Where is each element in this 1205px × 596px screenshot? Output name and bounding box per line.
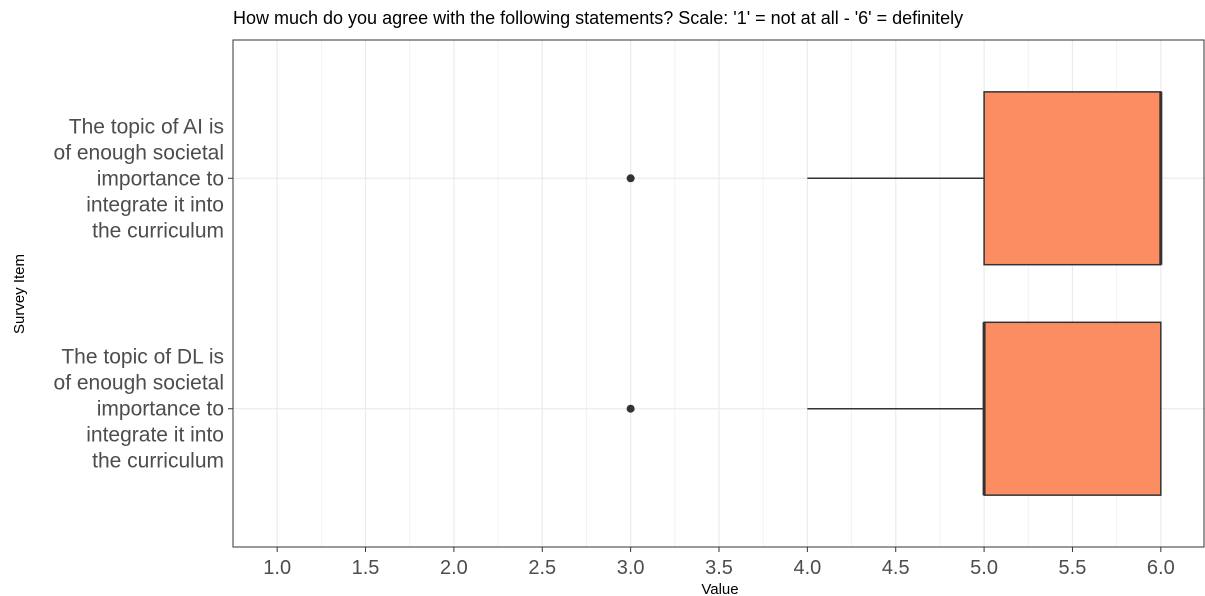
y-tick-label: the curriculum <box>92 450 224 473</box>
y-tick-label: the curriculum <box>92 219 224 242</box>
x-tick-label: 5.5 <box>1059 557 1087 579</box>
x-tick-label: 6.0 <box>1147 557 1175 579</box>
y-tick-label: importance to <box>97 398 224 421</box>
x-tick-label: 2.5 <box>528 557 556 579</box>
chart-title: How much do you agree with the following… <box>233 8 963 28</box>
x-tick-label: 3.0 <box>617 557 645 579</box>
y-tick-label: integrate it into <box>86 193 224 216</box>
y-tick-label: of enough societal <box>54 372 224 395</box>
y-tick-label: integrate it into <box>86 424 224 447</box>
x-tick-label: 4.5 <box>882 557 910 579</box>
x-tick-label: 1.5 <box>352 557 380 579</box>
boxes <box>626 91 1163 496</box>
y-axis: The topic of DL is of enough societal impo… <box>54 115 233 473</box>
y-tick-label: The topic of AI is <box>69 115 224 138</box>
outlier-point <box>626 174 635 183</box>
box <box>983 321 1162 496</box>
x-tick-label: 5.0 <box>970 557 998 579</box>
y-tick-label: The topic of DL is <box>61 346 224 369</box>
x-tick-label: 1.0 <box>263 557 291 579</box>
y-axis-title: Survey Item <box>11 254 28 334</box>
y-tick-label: importance to <box>97 167 224 190</box>
y-tick-label: of enough societal <box>54 141 224 164</box>
x-tick-label: 4.0 <box>793 557 821 579</box>
x-axis: 1.0 1.5 2.0 2.5 3.0 3.5 4.0 4.5 5.0 5.5 6.0 <box>263 547 1175 579</box>
x-axis-title: Value <box>701 581 738 596</box>
outlier-point <box>626 404 635 413</box>
box <box>983 91 1162 266</box>
x-tick-label: 2.0 <box>440 557 468 579</box>
x-tick-label: 3.5 <box>705 557 733 579</box>
